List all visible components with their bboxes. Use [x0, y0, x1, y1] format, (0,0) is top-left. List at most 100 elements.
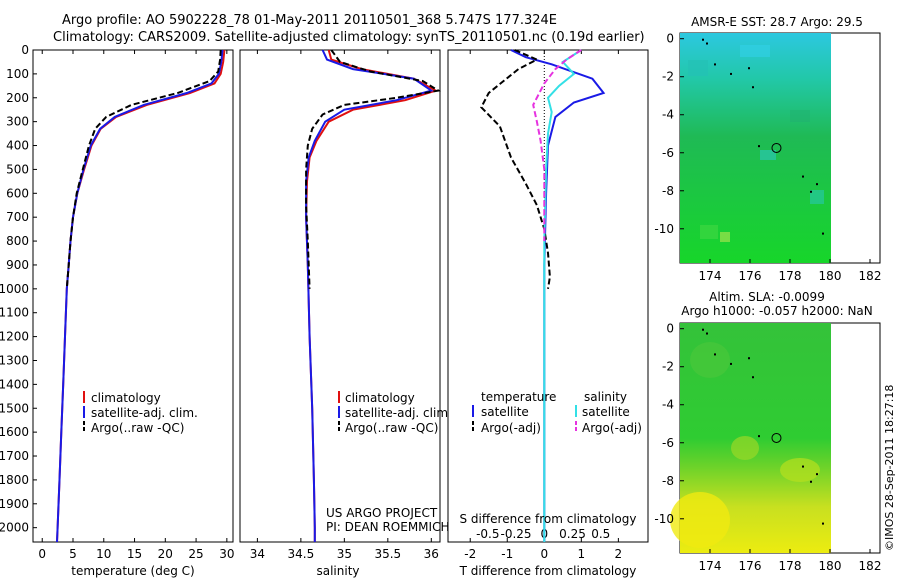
x-tick-label: 2 [615, 547, 623, 561]
top-x-tick-label: 0.25 [559, 527, 586, 541]
island-marker [810, 480, 812, 483]
legend-title-salinity: salinity [584, 390, 627, 404]
map-y-tick-label: -2 [662, 360, 674, 374]
island-marker [758, 435, 760, 438]
island-marker [752, 376, 754, 379]
pi-credit: PI: DEAN ROEMMICH [326, 520, 449, 534]
island-marker [822, 522, 824, 525]
salinity-series [305, 49, 442, 542]
legend-label-satellite: satellite-adj. clim. [345, 406, 452, 420]
island-marker [706, 332, 708, 335]
sst-patch [810, 190, 824, 204]
legend-label-temp-satellite: satellite [481, 405, 529, 419]
island-marker [702, 38, 704, 41]
difference-series [480, 49, 606, 542]
x-tick-label: 34 [250, 547, 265, 561]
x-tick-label: 20 [158, 547, 173, 561]
difference-top-xlabel: S difference from climatology [460, 512, 637, 526]
sla-map: Altim. SLA: -0.0099 Argo h1000: -0.057 h… [654, 290, 881, 573]
sla-patch [780, 458, 820, 482]
sst-map: AMSR-E SST: 28.7 Argo: 29.5 174 176 178 180… [654, 15, 881, 283]
sst-patch [790, 110, 810, 122]
x-tick-label: 36 [424, 547, 439, 561]
title-line-2: Climatology: CARS2009. Satellite-adjuste… [53, 30, 645, 45]
y-tick-label: 1900 [0, 497, 29, 511]
island-marker [702, 328, 704, 331]
map-y-tick-label: -6 [662, 436, 674, 450]
title-line-1: Argo profile: AO 5902228_78 01-May-2011 … [62, 13, 557, 28]
argo-position-marker [771, 142, 782, 153]
map-y-tick-label: -4 [662, 398, 674, 412]
island-marker [748, 67, 750, 70]
temperature-axes-frame [32, 49, 234, 543]
sla-patch [690, 342, 730, 378]
x-tick-label: 0 [38, 547, 46, 561]
map-x-tick-label: 174 [699, 559, 722, 573]
map-y-tick-label: -8 [662, 184, 674, 198]
sst-patch [740, 45, 770, 57]
sla-map-axes: 174 176 178 180 182 0 -2 -4 -6 -8 -10 [654, 322, 881, 573]
series-line-satellite-adj-clim- [305, 49, 434, 542]
legend-label-temp-argo: Argo(-adj) [481, 421, 541, 435]
x-tick-label: 30 [219, 547, 234, 561]
y-tick-label: 900 [6, 258, 29, 272]
island-marker [802, 175, 804, 178]
y-tick-label: 1500 [0, 401, 29, 415]
map-y-tick-label: -2 [662, 70, 674, 84]
argo-position-marker [771, 432, 782, 443]
salinity-x-axis: 34 34.5 35 35.5 36 [250, 50, 439, 561]
temperature-xlabel: temperature (deg C) [71, 564, 194, 578]
map-x-tick-label: 182 [859, 269, 882, 283]
sla-map-title-2: Argo h1000: -0.057 h2000: NaN [681, 304, 873, 318]
depth-axis: 0 100 200 300 400 500 600 700 800 900 1000 1100 1200… [0, 43, 37, 535]
temperature-panel: 0100200300400500600700800900100011001200… [0, 43, 234, 578]
project-credit: US ARGO PROJECT [326, 506, 438, 520]
map-x-tick-label: 180 [819, 269, 842, 283]
sst-patch [688, 60, 708, 76]
sla-patch [670, 492, 730, 548]
map-y-tick-label: -6 [662, 146, 674, 160]
legend-label-argo: Argo(..raw -QC) [345, 421, 438, 435]
series-line-salinity-satellite [543, 49, 582, 542]
y-tick-label: 300 [6, 115, 29, 129]
map-y-tick-label: 0 [666, 32, 674, 46]
map-x-tick-label: 182 [859, 559, 882, 573]
sst-texture [688, 45, 824, 242]
salinity-legend: climatology satellite-adj. clim. Argo(..… [338, 391, 452, 435]
island-marker [752, 86, 754, 89]
island-marker [802, 465, 804, 468]
map-y-tick-label: -10 [654, 222, 674, 236]
map-x-tick-label: 174 [699, 269, 722, 283]
top-x-tick-label: -0.25 [501, 527, 532, 541]
y-tick-label: 1100 [0, 306, 29, 320]
map-x-tick-label: 180 [819, 559, 842, 573]
island-marker [810, 190, 812, 193]
y-tick-label: 2000 [0, 521, 29, 535]
series-line-argo-raw-qc- [305, 49, 442, 289]
x-tick-label: 0 [540, 547, 548, 561]
y-tick-label: 1700 [0, 449, 29, 463]
difference-xlabel: T difference from climatology [459, 564, 637, 578]
map-x-tick-label: 176 [739, 559, 762, 573]
island-marker [706, 42, 708, 45]
y-tick-label: 200 [6, 91, 29, 105]
difference-axes-frame [447, 49, 649, 543]
sla-map-title-1: Altim. SLA: -0.0099 [709, 290, 825, 304]
series-line-temperature-argo-adj- [480, 49, 551, 289]
y-tick-label: 500 [6, 162, 29, 176]
sla-patch [731, 436, 759, 460]
y-tick-label: 400 [6, 139, 29, 153]
legend-label-satellite: satellite-adj. clim. [91, 406, 198, 420]
map-y-tick-label: -4 [662, 108, 674, 122]
legend-label-sal-argo: Argo(-adj) [582, 421, 642, 435]
salinity-axes-frame [239, 49, 441, 543]
sst-patch [760, 150, 776, 160]
legend-label-argo: Argo(..raw -QC) [91, 421, 184, 435]
imos-timestamp: ©IMOS 28-Sep-2011 18:27:18 [883, 385, 896, 551]
y-tick-label: 100 [6, 67, 29, 81]
sst-map-title: AMSR-E SST: 28.7 Argo: 29.5 [691, 15, 863, 29]
top-x-tick-label: -0.5 [476, 527, 499, 541]
island-marker [714, 353, 716, 356]
x-tick-label: -1 [501, 547, 513, 561]
